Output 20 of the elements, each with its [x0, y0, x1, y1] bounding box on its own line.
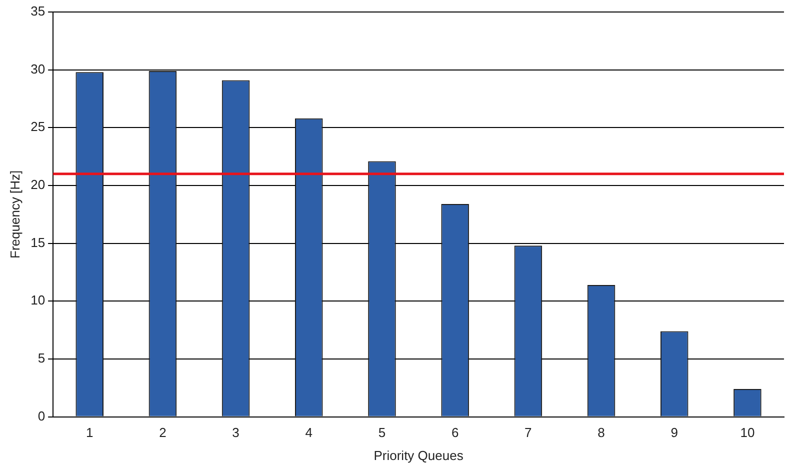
y-tick-label: 0: [38, 408, 46, 424]
y-tick-label: 30: [30, 61, 46, 76]
y-tick-label: 5: [38, 350, 46, 366]
y-tick-label: 25: [30, 119, 46, 134]
x-tick-label: 5: [378, 425, 386, 440]
x-tick-label: 2: [159, 425, 166, 440]
y-tick-label: 20: [30, 177, 46, 192]
y-tick-label: 35: [30, 4, 46, 19]
x-tick-label: 4: [305, 425, 313, 440]
y-tick-label: 10: [30, 292, 46, 308]
x-tick-label: 6: [451, 425, 459, 440]
x-tick-label: 3: [232, 425, 240, 440]
x-tick-label: 9: [670, 425, 678, 440]
x-axis-title: Priority Queues: [374, 448, 464, 463]
x-tick-label: 7: [524, 425, 532, 440]
x-tick-label: 1: [86, 425, 94, 440]
x-tick-label: 10: [740, 425, 755, 440]
y-tick-label: 15: [30, 234, 46, 250]
x-tick-label: 8: [598, 425, 605, 440]
y-axis-title: Frequency [Hz]: [7, 170, 22, 258]
